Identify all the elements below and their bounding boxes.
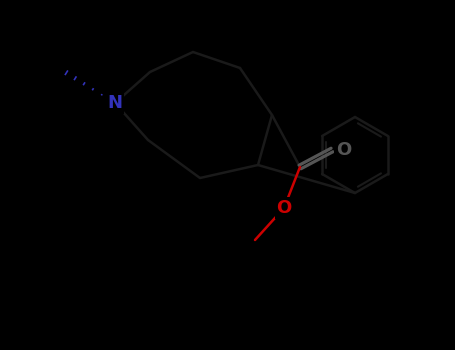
Text: O: O xyxy=(336,141,351,159)
Text: O: O xyxy=(276,199,292,217)
Text: N: N xyxy=(107,94,122,112)
